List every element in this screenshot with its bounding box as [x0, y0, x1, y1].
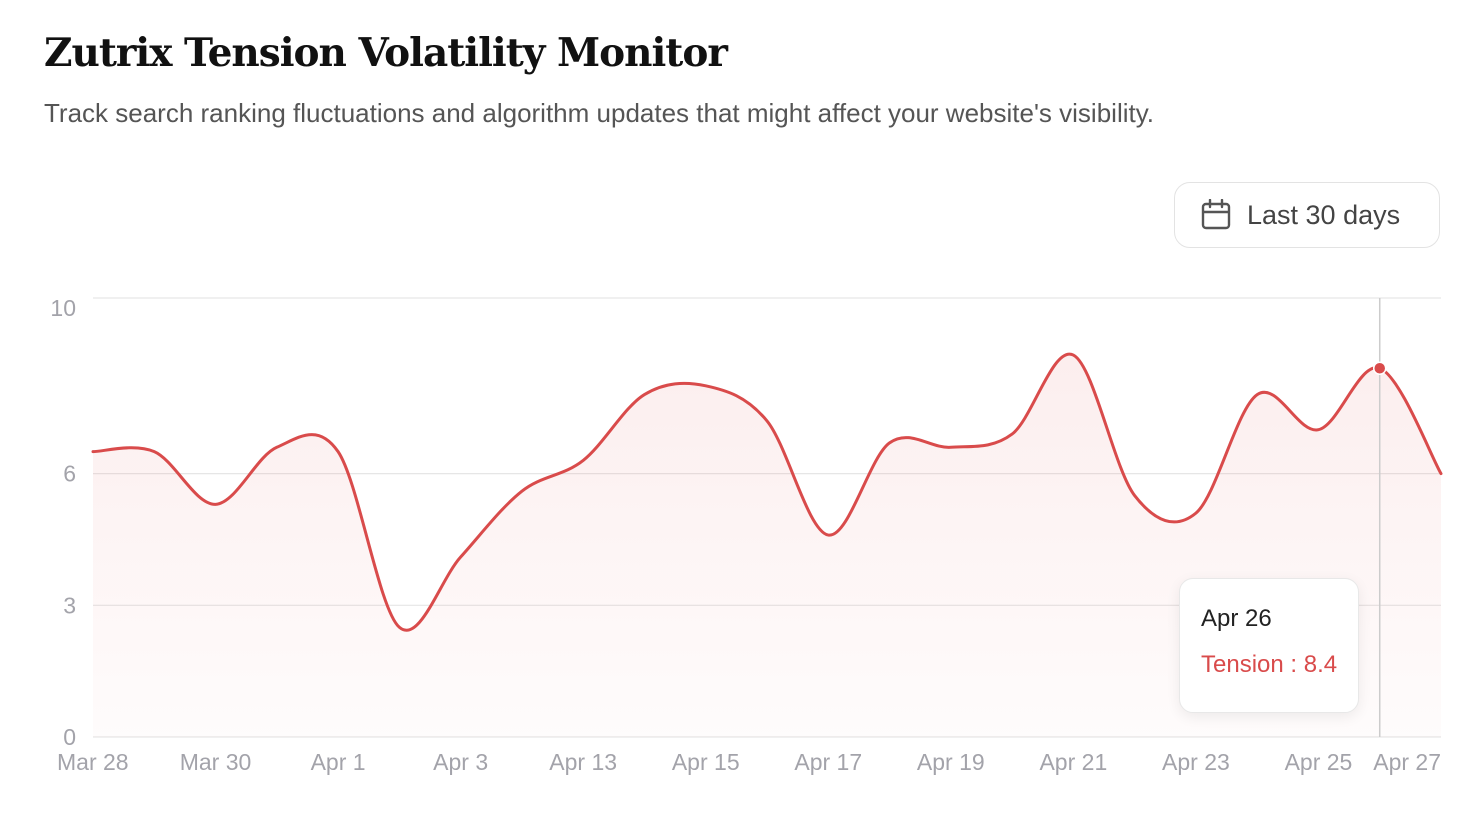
x-tick-label: Apr 3: [433, 749, 488, 775]
y-tick-label: 3: [63, 592, 76, 618]
page-title: Zutrix Tension Volatility Monitor: [44, 30, 728, 76]
chart-tooltip: Apr 26 Tension : 8.4: [1179, 578, 1359, 713]
x-tick-label: Apr 25: [1285, 749, 1353, 775]
x-tick-label: Apr 17: [794, 749, 862, 775]
x-tick-label: Apr 13: [549, 749, 617, 775]
tension-area: [93, 354, 1441, 737]
date-range-button[interactable]: Last 30 days: [1174, 182, 1440, 248]
x-tick-label: Apr 27: [1373, 749, 1441, 775]
active-point[interactable]: [1372, 361, 1387, 375]
y-tick-label: 6: [63, 461, 76, 487]
date-range-label: Last 30 days: [1247, 199, 1401, 230]
x-tick-label: Apr 19: [917, 749, 985, 775]
calendar-icon: [1201, 199, 1231, 231]
x-tick-label: Mar 28: [57, 749, 129, 775]
x-tick-label: Mar 30: [180, 749, 252, 775]
page-subtitle: Track search ranking fluctuations and al…: [44, 98, 1155, 128]
tooltip-date: Apr 26: [1201, 605, 1272, 632]
tooltip-series-value: 8.4: [1303, 651, 1338, 678]
tooltip-series-label: Tension: [1201, 651, 1284, 678]
x-tick-label: Apr 23: [1162, 749, 1230, 775]
x-tick-label: Apr 1: [311, 749, 366, 775]
tension-line: [91, 352, 1443, 632]
x-tick-label: Apr 15: [672, 749, 740, 775]
y-tick-label: 0: [63, 724, 76, 750]
tooltip-value: Tension : 8.4: [1201, 651, 1338, 678]
y-tick-label: 10: [50, 295, 76, 321]
x-tick-label: Apr 21: [1039, 749, 1107, 775]
